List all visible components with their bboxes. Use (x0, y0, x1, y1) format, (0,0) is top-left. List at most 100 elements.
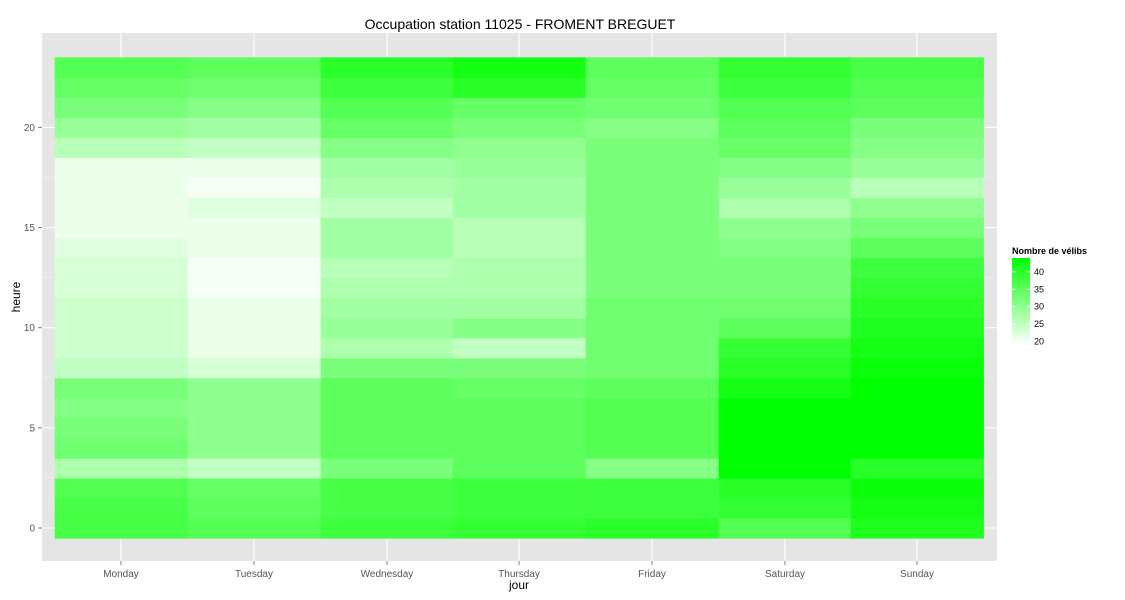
heatmap-cell (54, 498, 188, 519)
heatmap-cell (585, 377, 719, 399)
heatmap-cell (452, 217, 586, 239)
heatmap-cell (187, 477, 321, 499)
heatmap-cell (718, 457, 852, 479)
heatmap-cell (585, 437, 719, 459)
heatmap-cell (585, 357, 719, 379)
legend-tick-label: 40 (1034, 267, 1044, 277)
heatmap-cell (54, 217, 188, 239)
heatmap-cell (850, 317, 984, 339)
heatmap-cell (54, 397, 188, 419)
legend: Nombre de vélibs 20 25 30 35 40 (1012, 246, 1087, 347)
heatmap-cell (718, 297, 852, 319)
heatmap-cell (718, 437, 852, 459)
heatmap-cell (452, 177, 586, 199)
heatmap-cell (850, 237, 984, 259)
heatmap-cell (850, 57, 984, 78)
heatmap-cell (54, 137, 188, 158)
heatmap-cell (585, 177, 719, 199)
heatmap-cell (54, 337, 188, 359)
chart-title: Occupation station 11025 - FROMENT BREGU… (365, 16, 676, 32)
heatmap-cell (452, 297, 586, 319)
heatmap-cell (718, 397, 852, 419)
heatmap-cell (850, 217, 984, 239)
heatmap-cell (452, 117, 586, 138)
y-tick-label: 10 (24, 323, 36, 334)
heatmap-cell (585, 97, 719, 118)
heatmap-cell (54, 377, 188, 399)
heatmap-cell (718, 377, 852, 399)
heatmap-cell (320, 257, 454, 279)
heatmap-cell (718, 157, 852, 178)
heatmap-cell (718, 137, 852, 158)
heatmap-cell (187, 518, 321, 539)
heatmap-cell (850, 417, 984, 439)
heatmap-cell (187, 57, 321, 78)
heatmap-cell (585, 257, 719, 279)
heatmap-cell (452, 317, 586, 339)
heatmap-cell (320, 417, 454, 439)
heatmap-cell (585, 317, 719, 339)
heatmap-cell (452, 377, 586, 399)
heatmap-cell (850, 457, 984, 479)
heatmap-cell (54, 417, 188, 439)
y-axis-title: heure (9, 281, 23, 312)
heatmap-cell (718, 77, 852, 98)
heatmap-cell (320, 97, 454, 118)
x-tick-label: Monday (103, 569, 139, 580)
heatmap-cell (452, 518, 586, 539)
heatmap-cell (850, 437, 984, 459)
heatmap-cell (718, 117, 852, 138)
heatmap-cell (452, 97, 586, 118)
heatmap-cell (585, 137, 719, 158)
legend-tick-label: 30 (1034, 302, 1044, 312)
heatmap-cell (187, 417, 321, 439)
heatmap-cell (187, 457, 321, 479)
heatmap-cell (320, 117, 454, 138)
heatmap-cell (452, 477, 586, 499)
heatmap-cell (850, 277, 984, 299)
heatmap-cell (320, 377, 454, 399)
heatmap-cell (718, 357, 852, 379)
heatmap-cell (320, 457, 454, 479)
x-tick-label: Wednesday (361, 569, 414, 580)
heatmap-cell (718, 217, 852, 239)
heatmap-cell (320, 437, 454, 459)
legend-colorbar (1012, 258, 1030, 345)
heatmap-cell (320, 397, 454, 419)
heatmap-cell (718, 337, 852, 359)
heatmap-cell (320, 57, 454, 78)
heatmap-cell (452, 417, 586, 439)
heatmap-cell (54, 237, 188, 259)
heatmap-cell (320, 277, 454, 299)
heatmap-cell (585, 297, 719, 319)
heatmap-cell (54, 357, 188, 379)
heatmap-cell (320, 217, 454, 239)
heatmap-cell (585, 397, 719, 419)
heatmap-cell (54, 197, 188, 219)
heatmap-cells (54, 57, 984, 539)
heatmap-cell (585, 157, 719, 178)
heatmap-cell (850, 377, 984, 399)
heatmap-cell (850, 297, 984, 319)
heatmap-cell (187, 237, 321, 259)
heatmap-cell (320, 518, 454, 539)
heatmap-cell (585, 217, 719, 239)
heatmap-cell (718, 57, 852, 78)
heatmap-cell (187, 197, 321, 219)
heatmap-cell (187, 297, 321, 319)
heatmap-cell (187, 337, 321, 359)
heatmap-cell (850, 518, 984, 539)
heatmap-cell (452, 357, 586, 379)
heatmap-cell (585, 457, 719, 479)
heatmap-cell (850, 77, 984, 98)
y-tick-label: 0 (29, 524, 35, 535)
heatmap-cell (718, 237, 852, 259)
heatmap-cell (452, 257, 586, 279)
heatmap-cell (585, 237, 719, 259)
heatmap-cell (187, 357, 321, 379)
heatmap-cell (320, 498, 454, 519)
heatmap-cell (850, 257, 984, 279)
heatmap-cell (320, 157, 454, 178)
heatmap-cell (585, 477, 719, 499)
